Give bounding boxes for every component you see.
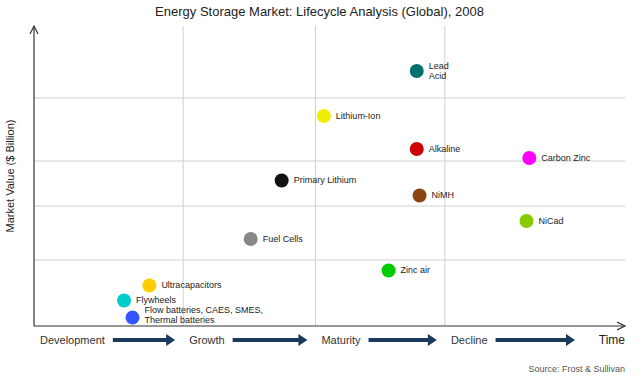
phase-arrow <box>233 334 308 346</box>
x-axis <box>34 325 625 326</box>
point <box>117 294 131 308</box>
phase-label: Development <box>40 334 105 346</box>
phase-arrow <box>113 334 175 346</box>
title: Energy Storage Market: Lifecycle Analysi… <box>155 4 484 19</box>
point <box>520 214 534 228</box>
point <box>142 279 156 293</box>
point <box>382 264 396 278</box>
point-label: Alkaline <box>429 144 461 154</box>
point-label: NiCad <box>539 216 564 226</box>
point-label: Fuel Cells <box>263 234 304 244</box>
points <box>117 64 536 325</box>
point-label: Primary Lithium <box>294 175 357 185</box>
grid <box>34 26 625 326</box>
phase-label: Maturity <box>321 334 361 346</box>
point-label: Lithium-Ion <box>336 111 381 121</box>
point-label: LeadAcid <box>429 61 449 81</box>
y-axis-label: Market Value ($ Billion) <box>4 120 16 233</box>
point-label: Carbon Zinc <box>541 153 591 163</box>
grid-line-y <box>34 206 625 207</box>
point <box>317 109 331 123</box>
phase-arrow <box>496 334 575 346</box>
point-label: Zinc air <box>401 265 431 275</box>
point <box>275 174 289 188</box>
point-label: Flywheels <box>136 295 177 305</box>
point-label: Ultracapacitors <box>161 280 222 290</box>
point <box>522 151 536 165</box>
chart: Energy Storage Market: Lifecycle Analysi… <box>0 0 639 378</box>
y-axis <box>33 26 34 326</box>
x-axis-label: Time <box>599 333 626 347</box>
phase-label: Growth <box>189 334 224 346</box>
phase-arrow <box>369 334 437 346</box>
point <box>413 189 427 203</box>
grid-line-y <box>34 260 625 261</box>
phase-label: Decline <box>451 334 488 346</box>
source: Source: Frost & Sullivan <box>528 364 625 374</box>
point-label: Flow batteries, CAES, SMES,Thermal batte… <box>145 305 264 325</box>
point <box>410 142 424 156</box>
point <box>244 232 258 246</box>
point-labels: LeadAcid Lithium-Ion Alkaline Carbon Zinc Pr… <box>136 61 591 325</box>
point <box>126 311 140 325</box>
grid-line-y <box>34 161 625 162</box>
grid-line-y <box>34 98 625 99</box>
point-label: NiMH <box>432 190 455 200</box>
point <box>410 64 424 78</box>
